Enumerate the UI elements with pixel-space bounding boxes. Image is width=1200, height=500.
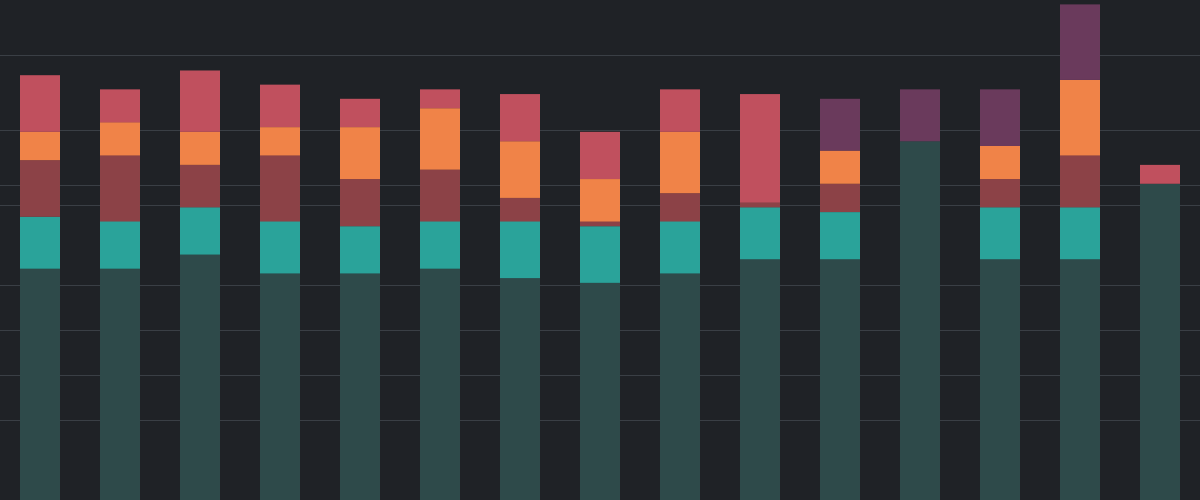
bar-segment	[260, 127, 300, 156]
bar-segment	[180, 207, 220, 255]
bar-segment	[580, 221, 620, 227]
bar-segment	[740, 94, 780, 203]
bar-segment	[980, 207, 1020, 260]
bar-segment	[340, 98, 380, 128]
bar-stack	[820, 98, 860, 500]
bar-segment	[820, 150, 860, 184]
bar-stack	[500, 94, 540, 500]
bars	[20, 4, 1180, 500]
bar-segment	[260, 273, 300, 500]
bar-segment	[20, 160, 60, 217]
bar-segment	[260, 84, 300, 128]
bar-segment	[740, 202, 780, 208]
bar-segment	[180, 254, 220, 500]
bar-segment	[260, 155, 300, 222]
bar-segment	[20, 75, 60, 132]
bar-segment	[820, 212, 860, 260]
bar-segment	[1060, 207, 1100, 260]
bar-segment	[660, 273, 700, 500]
bar-segment	[1060, 4, 1100, 80]
bar-segment	[20, 216, 60, 269]
bar-stack	[980, 89, 1020, 500]
bar-segment	[20, 268, 60, 500]
bar-segment	[660, 131, 700, 194]
bar-segment	[580, 226, 620, 283]
bar-segment	[180, 164, 220, 208]
bar-segment	[1140, 164, 1180, 184]
bar-segment	[180, 131, 220, 165]
bar-segment	[660, 89, 700, 132]
bar-stack	[1060, 4, 1100, 500]
bar-segment	[420, 108, 460, 170]
bar-stack	[660, 89, 700, 500]
bar-segment	[1140, 183, 1180, 500]
bar-segment	[980, 259, 1020, 500]
bar-segment	[420, 221, 460, 269]
bar-segment	[980, 89, 1020, 146]
bar-segment	[740, 259, 780, 500]
bar-segment	[100, 122, 140, 156]
bar-segment	[100, 221, 140, 269]
bar-stack	[20, 75, 60, 500]
bar-segment	[420, 268, 460, 500]
bar-segment	[340, 127, 380, 180]
bar-segment	[340, 273, 380, 500]
bar-segment	[820, 259, 860, 500]
bar-segment	[740, 207, 780, 260]
bar-segment	[340, 179, 380, 227]
bar-segment	[580, 179, 620, 222]
bar-segment	[500, 278, 540, 500]
bar-stack	[420, 89, 460, 500]
bar-stack	[180, 70, 220, 500]
bar-segment	[580, 131, 620, 180]
bar-segment	[100, 89, 140, 123]
bar-segment	[260, 221, 300, 274]
bar-stack	[580, 131, 620, 500]
bar-segment	[340, 226, 380, 274]
bar-segment	[980, 146, 1020, 180]
bar-stack	[340, 98, 380, 500]
bar-segment	[180, 70, 220, 132]
bar-segment	[980, 179, 1020, 208]
bar-segment	[580, 282, 620, 500]
bar-segment	[660, 193, 700, 222]
bar-segment	[420, 169, 460, 222]
bar-segment	[500, 197, 540, 222]
bar-stack	[260, 84, 300, 500]
bar-stack	[900, 89, 940, 500]
bar-segment	[100, 268, 140, 500]
bar-segment	[1060, 259, 1100, 500]
bar-stack	[100, 89, 140, 500]
bar-segment	[100, 155, 140, 222]
bar-stack	[740, 94, 780, 500]
bar-segment	[1060, 79, 1100, 156]
bar-segment	[20, 131, 60, 161]
bar-segment	[820, 183, 860, 213]
bar-stack	[1140, 164, 1180, 500]
bar-segment	[900, 89, 940, 142]
bar-segment	[420, 89, 460, 109]
bar-segment	[500, 221, 540, 279]
bar-segment	[820, 98, 860, 151]
bar-segment	[500, 94, 540, 142]
bar-segment	[1060, 155, 1100, 208]
bar-segment	[900, 141, 940, 500]
bar-segment	[660, 221, 700, 274]
bar-segment	[500, 141, 540, 198]
